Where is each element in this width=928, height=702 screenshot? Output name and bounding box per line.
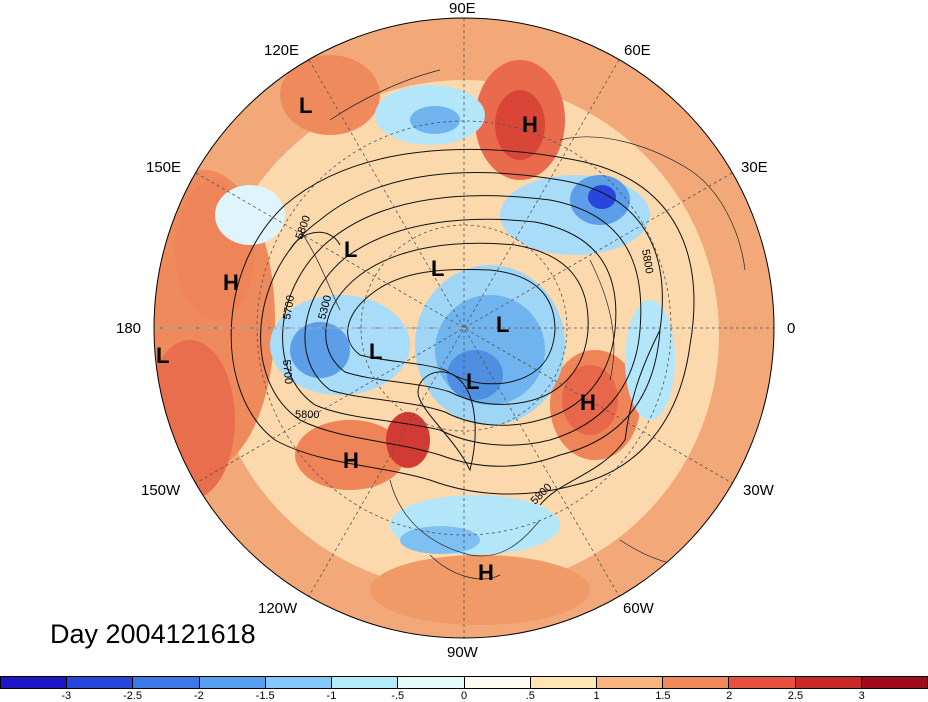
lon-label-90e: 90E bbox=[449, 0, 476, 17]
lon-label-90w: 90W bbox=[447, 644, 478, 661]
high-marker: H bbox=[343, 448, 359, 473]
colorbar-tick-label: 0 bbox=[460, 690, 468, 702]
low-marker: L bbox=[466, 369, 479, 394]
lon-label-60e: 60E bbox=[624, 42, 651, 59]
lon-label-60w: 60W bbox=[623, 600, 654, 617]
colorbar-swatch bbox=[0, 676, 68, 689]
colorbar-swatch bbox=[398, 676, 465, 689]
lon-label-30w: 30W bbox=[743, 482, 774, 499]
height-contours bbox=[230, 148, 695, 506]
colorbar-swatch bbox=[133, 676, 200, 689]
contour-label: 5800 bbox=[639, 248, 655, 274]
low-marker: L bbox=[496, 312, 509, 337]
colorbar-tick-label: 1 bbox=[593, 690, 600, 702]
colorbar-tick-label: 3 bbox=[858, 690, 865, 702]
lon-label-120e: 120E bbox=[264, 42, 300, 59]
lon-label-180: 180 bbox=[116, 320, 142, 337]
lon-label-150w: 150W bbox=[141, 482, 181, 499]
colorbar-swatch bbox=[795, 676, 862, 689]
low-marker: L bbox=[431, 256, 444, 281]
contour-label: 5700 bbox=[281, 294, 297, 320]
colorbar-swatch bbox=[332, 676, 399, 689]
low-marker: L bbox=[369, 339, 382, 364]
high-marker: H bbox=[522, 112, 538, 137]
colorbar-tick-label: -1 bbox=[326, 690, 337, 702]
colorbar-tick-label: -2 bbox=[193, 690, 204, 702]
colorbar-tick-label: 2.5 bbox=[787, 690, 804, 702]
colorbar-swatch bbox=[265, 676, 333, 689]
colorbar-swatch bbox=[663, 676, 730, 689]
colorbar-tick-label: 2 bbox=[726, 690, 733, 702]
low-marker: L bbox=[299, 93, 312, 118]
colorbar-tick-label: -2.5 bbox=[123, 690, 143, 702]
map-boundary bbox=[153, 17, 775, 639]
lon-label-120w: 120W bbox=[258, 600, 298, 617]
high-marker: H bbox=[580, 390, 596, 415]
low-marker: L bbox=[156, 343, 169, 368]
day-title: Day 2004121618 bbox=[50, 619, 256, 649]
pressure-centers: H H H H H L L L L L L L bbox=[156, 93, 596, 585]
colorbar-swatch bbox=[464, 676, 531, 689]
contour-label: 5700 bbox=[280, 359, 294, 384]
colorbar-swatch bbox=[67, 676, 134, 689]
lon-label-0: 0 bbox=[787, 320, 796, 337]
colorbar-swatch bbox=[596, 676, 664, 689]
high-marker: H bbox=[478, 560, 494, 585]
colorbar-tick-label: .5 bbox=[525, 690, 535, 702]
colorbar-swatch bbox=[530, 676, 597, 689]
contour-label: 5800 bbox=[295, 409, 319, 421]
colorbar-swatch bbox=[729, 676, 796, 689]
high-marker: H bbox=[223, 270, 239, 295]
colorbar-tick-label: -.5 bbox=[391, 690, 405, 702]
lon-label-150e: 150E bbox=[146, 159, 182, 176]
lon-label-30e: 30E bbox=[741, 159, 768, 176]
colorbar-tick-label: 1.5 bbox=[655, 690, 671, 702]
colorbar-tick-label: -1.5 bbox=[255, 690, 275, 702]
low-marker: L bbox=[344, 237, 357, 262]
colorbar-tick-label: -3 bbox=[61, 690, 72, 702]
colorbar-swatch bbox=[199, 676, 266, 689]
colorbar-frame bbox=[0, 676, 928, 689]
colorbar bbox=[0, 676, 928, 689]
